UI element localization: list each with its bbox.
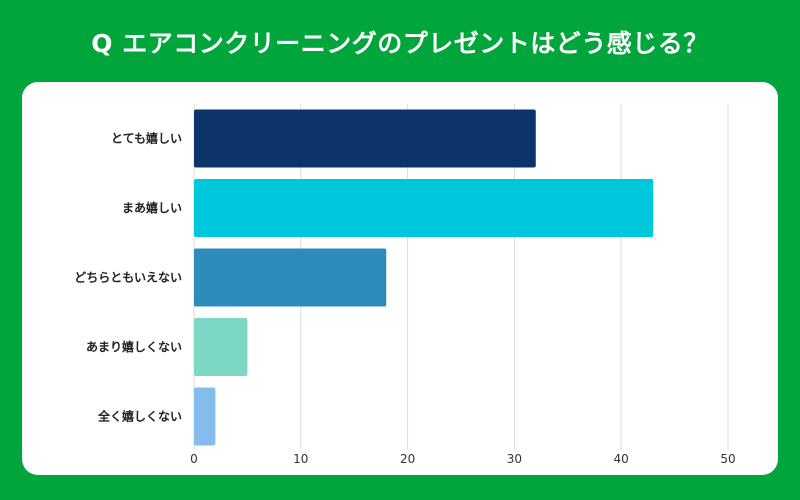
x-tick-label: 40	[614, 452, 629, 466]
chart-title: Q エアコンクリーニングのプレゼントはどう感じる？	[91, 29, 709, 58]
category-label: 全く嬉しくない	[97, 409, 182, 424]
category-label: とても嬉しい	[111, 131, 182, 146]
bar	[194, 179, 654, 237]
category-label: あまり嬉しくない	[86, 339, 182, 354]
x-tick-label: 30	[507, 452, 522, 466]
x-tick-label: 20	[400, 452, 415, 466]
x-tick-label: 10	[293, 452, 308, 466]
x-tick-label: 0	[190, 452, 198, 466]
bar-chart: 0 10 20 30 40 50 とても嬉しいまあ嬉しいどちらともいえないあまり嬉しくない全…	[74, 104, 736, 466]
x-tick-label: 50	[720, 452, 735, 466]
bar	[194, 248, 387, 307]
bar	[194, 318, 248, 376]
chart-card: 0 10 20 30 40 50 とても嬉しいまあ嬉しいどちらともいえないあまり嬉しくない全…	[22, 82, 778, 475]
category-label: まあ嬉しい	[122, 200, 182, 215]
bar	[194, 109, 536, 168]
category-label: どちらともいえない	[74, 271, 182, 285]
bar	[194, 387, 216, 446]
